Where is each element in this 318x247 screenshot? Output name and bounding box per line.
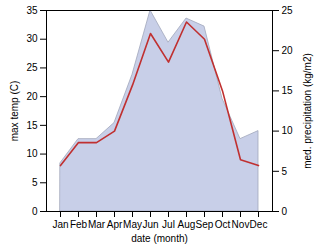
- svg-text:Jul: Jul: [162, 219, 175, 230]
- svg-text:0: 0: [32, 206, 38, 217]
- svg-text:May: May: [123, 219, 142, 230]
- svg-text:5: 5: [282, 166, 288, 177]
- svg-text:30: 30: [26, 33, 38, 44]
- svg-text:10: 10: [26, 148, 38, 159]
- svg-text:date (month): date (month): [131, 233, 188, 244]
- svg-text:Sep: Sep: [196, 219, 214, 230]
- svg-text:Oct: Oct: [215, 219, 231, 230]
- svg-text:Nov: Nov: [232, 219, 250, 230]
- svg-text:20: 20: [26, 91, 38, 102]
- svg-text:5: 5: [32, 177, 38, 188]
- svg-text:max temp (C): max temp (C): [9, 81, 20, 142]
- svg-text:Aug: Aug: [178, 219, 196, 230]
- svg-text:Feb: Feb: [70, 219, 88, 230]
- svg-text:10: 10: [282, 125, 294, 136]
- svg-text:35: 35: [26, 5, 38, 16]
- svg-text:25: 25: [282, 5, 294, 16]
- svg-text:Jun: Jun: [142, 219, 158, 230]
- svg-text:Apr: Apr: [107, 219, 123, 230]
- svg-text:15: 15: [26, 120, 38, 131]
- svg-text:25: 25: [26, 62, 38, 73]
- svg-text:Dec: Dec: [250, 219, 268, 230]
- svg-text:0: 0: [282, 206, 288, 217]
- svg-text:Jan: Jan: [52, 219, 68, 230]
- svg-text:15: 15: [282, 85, 294, 96]
- svg-text:20: 20: [282, 45, 294, 56]
- svg-text:Mar: Mar: [88, 219, 106, 230]
- svg-text:med. precipitation (kg/m2): med. precipitation (kg/m2): [302, 53, 313, 169]
